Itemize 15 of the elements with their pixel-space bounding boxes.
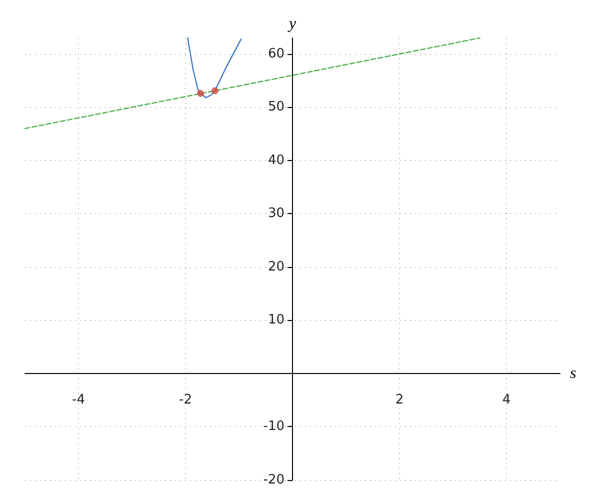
x-tick-label: -2: [179, 392, 192, 408]
x-tick-label: -4: [72, 392, 85, 408]
y-tick-label: 50: [268, 100, 284, 115]
y-tick-label: -20: [263, 472, 284, 488]
x-axis-title: s: [570, 364, 576, 382]
x-tick-label: 4: [502, 392, 511, 408]
y-tick-label: 10: [268, 312, 284, 328]
line-series: [187, 37, 242, 98]
y-axis-title: y: [286, 16, 297, 32]
y-tick-label: 40: [268, 152, 284, 168]
x-tick-label: 2: [395, 392, 404, 408]
y-tick-label: 60: [268, 46, 284, 62]
y-tick-label: 30: [268, 206, 284, 222]
y-tick-label: 20: [268, 259, 284, 274]
y-tick-label: -10: [263, 419, 284, 434]
